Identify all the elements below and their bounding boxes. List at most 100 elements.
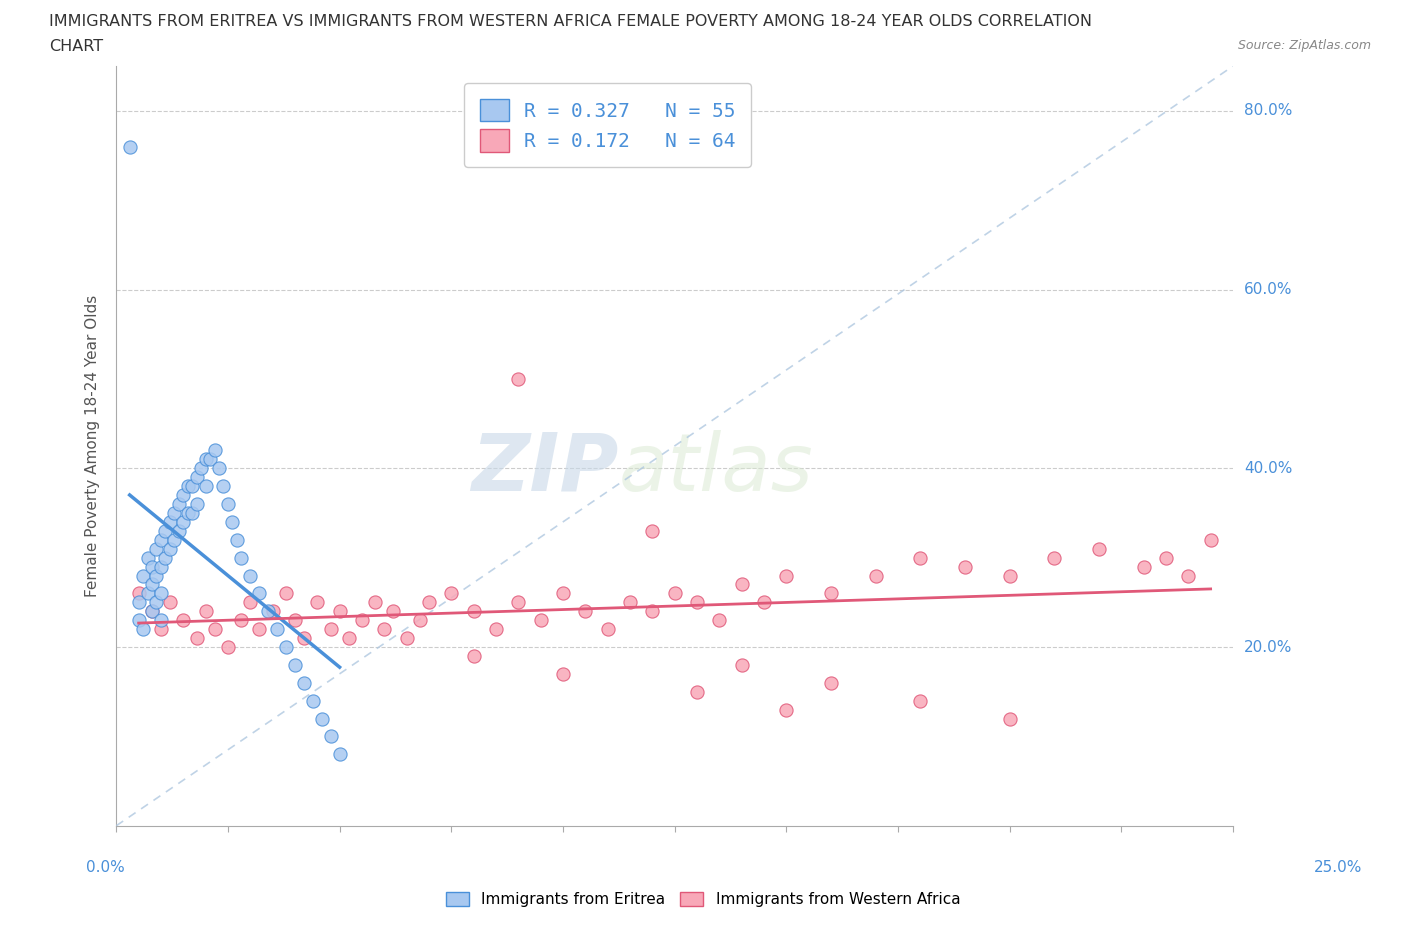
Point — [910, 693, 932, 708]
Point — [149, 532, 172, 547]
Point — [190, 461, 212, 476]
Text: 60.0%: 60.0% — [1244, 282, 1292, 297]
Point — [167, 524, 190, 538]
Point — [177, 479, 200, 494]
Point — [231, 551, 253, 565]
Point — [551, 586, 574, 601]
Point — [686, 595, 709, 610]
Point — [194, 452, 217, 467]
Text: 80.0%: 80.0% — [1244, 103, 1292, 118]
Point — [194, 604, 217, 618]
Point — [1199, 532, 1222, 547]
Point — [596, 621, 619, 636]
Point — [820, 675, 842, 690]
Point — [145, 541, 167, 556]
Point — [953, 559, 976, 574]
Point — [752, 595, 775, 610]
Point — [163, 506, 186, 521]
Point — [337, 631, 360, 645]
Point — [225, 532, 247, 547]
Point — [463, 648, 485, 663]
Point — [155, 524, 177, 538]
Point — [128, 595, 150, 610]
Point — [619, 595, 641, 610]
Point — [266, 621, 288, 636]
Point — [319, 621, 342, 636]
Point — [208, 461, 231, 476]
Point — [239, 595, 262, 610]
Point — [177, 506, 200, 521]
Point — [329, 747, 352, 762]
Point — [775, 568, 797, 583]
Point — [709, 613, 731, 628]
Point — [284, 658, 307, 672]
Point — [149, 613, 172, 628]
Point — [998, 711, 1021, 726]
Point — [181, 479, 204, 494]
Point — [284, 613, 307, 628]
Point — [141, 604, 163, 618]
Point — [132, 621, 155, 636]
Point — [350, 613, 373, 628]
Point — [217, 497, 239, 512]
Point — [1154, 551, 1177, 565]
Point — [247, 621, 270, 636]
Point — [686, 684, 709, 699]
Point — [1043, 551, 1066, 565]
Point — [664, 586, 686, 601]
Point — [136, 586, 159, 601]
Point — [198, 452, 221, 467]
Point — [212, 479, 235, 494]
Point — [128, 613, 150, 628]
Point — [159, 541, 181, 556]
Point — [508, 595, 530, 610]
Point — [574, 604, 596, 618]
Point — [186, 631, 208, 645]
Point — [307, 595, 329, 610]
Point — [730, 577, 752, 591]
Point — [247, 586, 270, 601]
Point — [998, 568, 1021, 583]
Legend: Immigrants from Eritrea, Immigrants from Western Africa: Immigrants from Eritrea, Immigrants from… — [440, 885, 966, 913]
Point — [364, 595, 387, 610]
Text: ZIP: ZIP — [471, 430, 619, 508]
Text: Source: ZipAtlas.com: Source: ZipAtlas.com — [1237, 39, 1371, 52]
Text: CHART: CHART — [49, 39, 103, 54]
Point — [775, 702, 797, 717]
Point — [149, 621, 172, 636]
Point — [194, 479, 217, 494]
Text: atlas: atlas — [619, 430, 814, 508]
Point — [395, 631, 418, 645]
Point — [239, 568, 262, 583]
Point — [292, 631, 315, 645]
Point — [172, 514, 194, 529]
Point — [382, 604, 405, 618]
Text: IMMIGRANTS FROM ERITREA VS IMMIGRANTS FROM WESTERN AFRICA FEMALE POVERTY AMONG 1: IMMIGRANTS FROM ERITREA VS IMMIGRANTS FR… — [49, 14, 1092, 29]
Point — [118, 140, 141, 154]
Point — [149, 586, 172, 601]
Point — [128, 586, 150, 601]
Point — [1177, 568, 1199, 583]
Point — [204, 621, 226, 636]
Point — [217, 640, 239, 655]
Point — [820, 586, 842, 601]
Point — [172, 613, 194, 628]
Point — [155, 551, 177, 565]
Text: 25.0%: 25.0% — [1315, 860, 1362, 875]
Point — [329, 604, 352, 618]
Point — [730, 658, 752, 672]
Point — [641, 604, 664, 618]
Point — [149, 559, 172, 574]
Text: 20.0%: 20.0% — [1244, 640, 1292, 655]
Point — [641, 524, 664, 538]
Point — [463, 604, 485, 618]
Point — [292, 675, 315, 690]
Point — [145, 595, 167, 610]
Point — [141, 577, 163, 591]
Point — [1132, 559, 1154, 574]
Point — [159, 514, 181, 529]
Y-axis label: Female Poverty Among 18-24 Year Olds: Female Poverty Among 18-24 Year Olds — [86, 295, 100, 597]
Point — [132, 568, 155, 583]
Point — [186, 497, 208, 512]
Point — [136, 551, 159, 565]
